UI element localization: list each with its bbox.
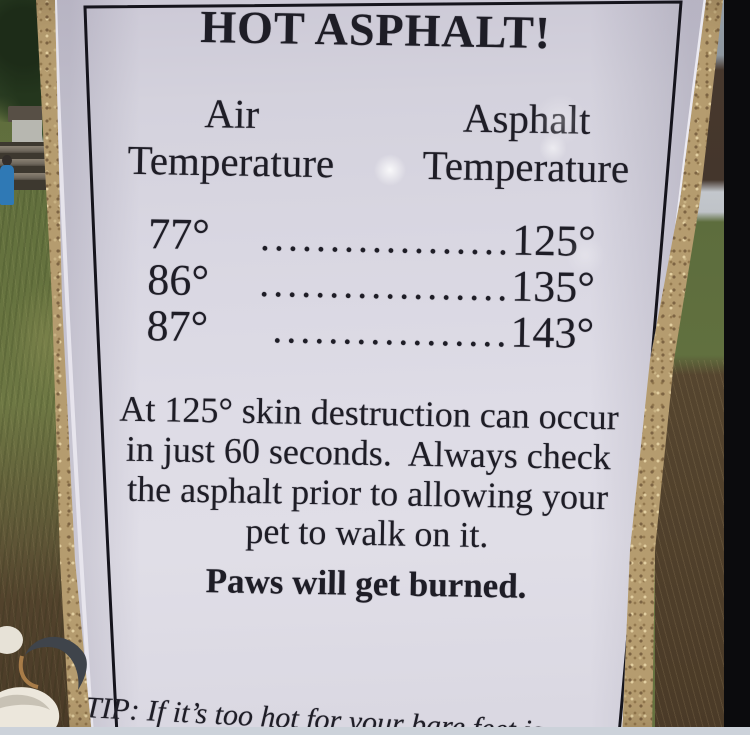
goat-collar-rope	[18, 655, 39, 689]
person-head	[2, 155, 12, 166]
distant-house-wall	[12, 120, 50, 143]
goat-horn	[25, 636, 87, 690]
photo-edge-band	[0, 727, 750, 735]
goat-fur-patch	[0, 626, 23, 654]
distant-house-roof	[8, 106, 52, 122]
goat-foreground	[0, 626, 87, 735]
person-blue-shirt	[0, 165, 14, 205]
dark-photo-edge	[724, 0, 750, 735]
goat-body-shadow	[0, 694, 50, 710]
